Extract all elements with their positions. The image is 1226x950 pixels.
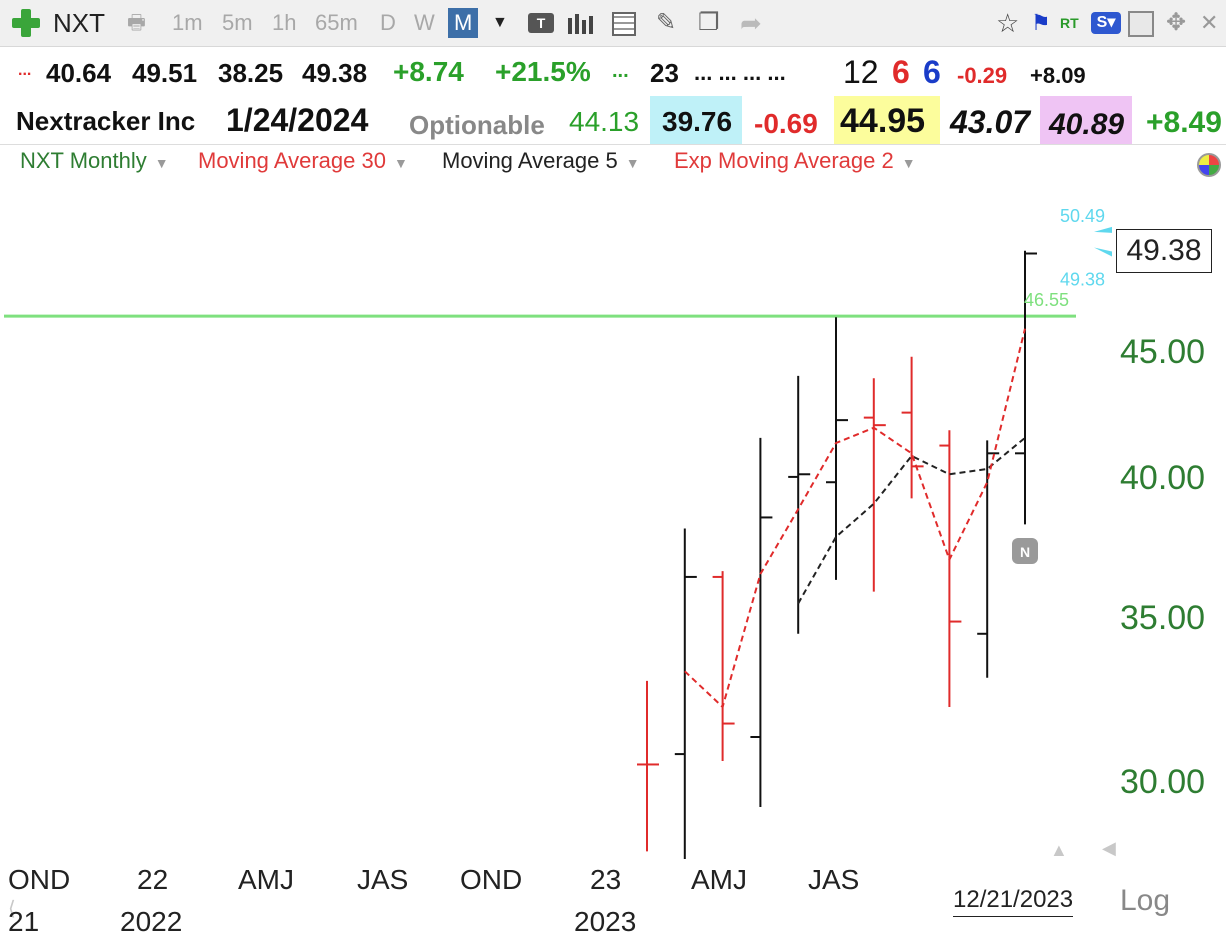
bar-style-icon[interactable] xyxy=(566,12,594,34)
legend-ma30[interactable]: Moving Average 30 ▼ xyxy=(198,148,408,173)
company-name: Nextracker Inc xyxy=(16,106,196,136)
info-v7: +8.49 xyxy=(1146,106,1222,139)
quote-high: 49.51 xyxy=(132,58,198,88)
printer-icon[interactable]: 🖶 xyxy=(127,12,146,34)
share-icon[interactable]: ➦ xyxy=(740,8,762,38)
last-box xyxy=(1040,96,1132,144)
quote-dots3: ... ... ... ... xyxy=(694,60,786,85)
quote-n2: 12 xyxy=(843,54,879,90)
grid-calc-icon[interactable] xyxy=(612,12,636,36)
x-label-amj-22: AMJ xyxy=(238,864,294,895)
legend-ma5[interactable]: Moving Average 5 ▼ xyxy=(442,148,640,173)
interval-m[interactable]: M xyxy=(448,8,479,38)
y-tick-40: 40.00 xyxy=(1120,459,1206,497)
quote-date: 1/24/2024 xyxy=(226,102,369,138)
interval-dropdown-icon[interactable]: ▼ xyxy=(492,14,508,31)
y-tick-45: 45.00 xyxy=(1120,333,1206,371)
level-line-label: 46.55 xyxy=(1024,290,1069,310)
quote-pct: +21.5% xyxy=(495,56,591,87)
quote-n4: 6 xyxy=(923,54,941,90)
x-label-22: 22 xyxy=(137,864,169,895)
save-icon[interactable] xyxy=(1128,11,1154,37)
quote-n3: 6 xyxy=(892,54,910,90)
quote-close: 49.38 xyxy=(302,58,368,88)
symbol-field[interactable]: NXT xyxy=(53,8,105,38)
info-row: Nextracker Inc 1/24/2024 Optionable 44.1… xyxy=(0,96,1226,145)
x-year-2023: 2023 xyxy=(574,906,637,937)
x-label-23: 23 xyxy=(590,864,622,895)
info-v6: 40.89 xyxy=(1049,108,1125,141)
quote-row: ... 40.64 49.51 38.25 49.38 +8.74 +21.5%… xyxy=(0,48,1226,96)
legend-series[interactable]: NXT Monthly ▼ xyxy=(20,148,169,173)
pencil-icon[interactable]: ✎ xyxy=(656,9,677,36)
optionable-label: Optionable xyxy=(409,110,545,140)
text-tool-icon[interactable]: T xyxy=(528,13,554,33)
price-flag-lower-icon xyxy=(1094,247,1112,257)
quote-change: +8.74 xyxy=(393,56,464,87)
interval-5m[interactable]: 5m xyxy=(222,10,253,35)
legend-series-caret-icon[interactable]: ▼ xyxy=(154,155,169,171)
info-v4: 44.95 xyxy=(840,102,926,140)
quote-dots2: ... xyxy=(612,60,629,82)
y-tick-30: 30.00 xyxy=(1120,763,1206,801)
move-icon[interactable]: ✥ xyxy=(1166,9,1187,36)
scroll-left-icon[interactable]: ◀ xyxy=(1102,838,1116,858)
info-v5: 43.07 xyxy=(950,104,1031,140)
price-flag-lower-label: 49.38 xyxy=(1060,269,1105,289)
news-badge-icon xyxy=(1012,538,1038,564)
info-v2: 39.76 xyxy=(662,106,733,137)
info-v1: 44.13 xyxy=(569,106,640,137)
add-symbol-icon[interactable] xyxy=(12,9,40,37)
x-label-jas-22: JAS xyxy=(357,864,409,895)
legend-ema2-caret-icon[interactable]: ▼ xyxy=(901,155,916,171)
news-badge-label: N xyxy=(1020,544,1030,560)
ask-box xyxy=(834,96,940,144)
bid-box xyxy=(650,96,742,144)
interval-65m[interactable]: 65m xyxy=(315,10,358,35)
interval-1m[interactable]: 1m xyxy=(172,10,203,35)
palette-icon[interactable] xyxy=(1197,153,1221,177)
quote-low: 38.25 xyxy=(218,58,284,88)
quote-n5: -0.29 xyxy=(957,63,1008,88)
ema2-line xyxy=(684,328,1026,709)
log-scale-toggle[interactable]: Log xyxy=(1120,884,1171,917)
x-label-jas-23: JAS xyxy=(808,864,860,895)
copy-icon[interactable]: ❐ xyxy=(698,9,720,36)
info-v3: -0.69 xyxy=(754,108,818,139)
quote-dots: ... xyxy=(18,62,32,79)
x-label-ond-22: OND xyxy=(460,864,523,895)
s-badge-icon[interactable]: S▾ xyxy=(1091,12,1121,34)
current-price-marker: 49.38 xyxy=(1116,229,1212,273)
x-label-ond-21: OND xyxy=(8,864,71,895)
quote-n6: +8.09 xyxy=(1030,63,1086,88)
toolbar: NXT 🖶 1m 5m 1h 65m D W M ▼ T ✎ ❐ ➦ ☆ ⚑ R… xyxy=(0,0,1226,47)
price-flag-upper-icon xyxy=(1094,226,1112,233)
legend-ema2[interactable]: Exp Moving Average 2 ▼ xyxy=(674,148,916,173)
x-year-2022: 2022 xyxy=(120,906,183,937)
flag-icon[interactable]: ⚑ xyxy=(1031,10,1051,35)
quote-open: 40.64 xyxy=(46,58,112,88)
x-label-amj-23: AMJ xyxy=(691,864,747,895)
cursor-date: 12/21/2023 xyxy=(953,886,1074,917)
legend-ma30-caret-icon[interactable]: ▼ xyxy=(393,155,408,171)
y-tick-35: 35.00 xyxy=(1120,599,1206,637)
interval-1h[interactable]: 1h xyxy=(272,10,297,35)
scroll-up-icon[interactable]: ▲ xyxy=(1050,840,1068,860)
interval-w[interactable]: W xyxy=(414,10,435,35)
star-icon[interactable]: ☆ xyxy=(996,8,1020,38)
pan-left-icon[interactable]: ⟨ xyxy=(8,898,16,920)
realtime-icon[interactable]: RT xyxy=(1060,15,1079,31)
interval-d[interactable]: D xyxy=(380,10,396,35)
legend-ma5-caret-icon[interactable]: ▼ xyxy=(625,155,640,171)
price-flag-upper-label: 50.49 xyxy=(1060,206,1105,226)
x-year-21: 21 xyxy=(8,906,40,937)
quote-n1: 23 xyxy=(650,58,679,88)
close-icon[interactable]: ✕ xyxy=(1200,10,1219,35)
